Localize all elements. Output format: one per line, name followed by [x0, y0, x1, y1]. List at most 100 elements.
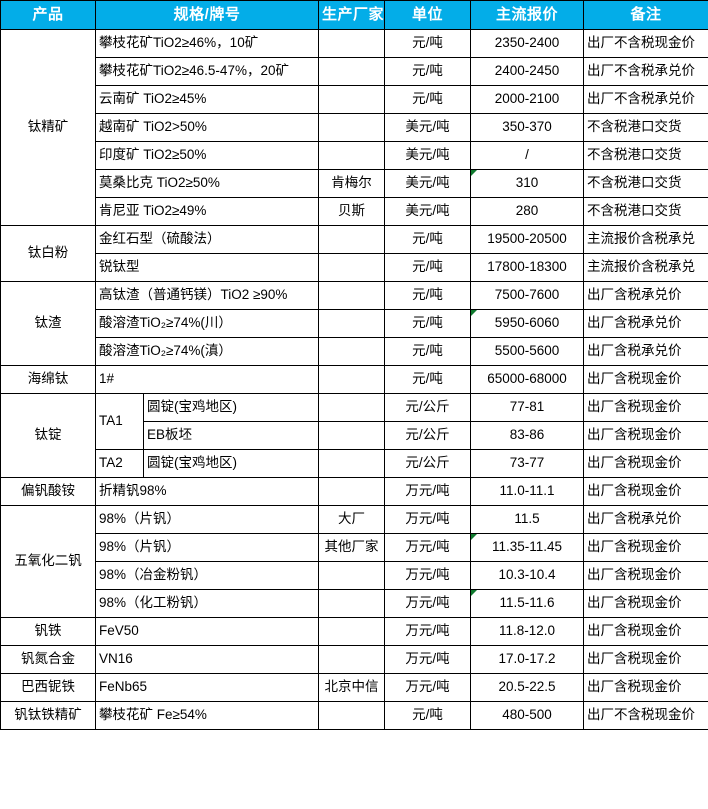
- header-spec-cell: 规格/牌号: [94, 0, 320, 30]
- cell-price: 310: [470, 169, 585, 198]
- table-row: 巴西铌铁 FeNb65 北京中信 万元/吨 20.5-22.5 出厂含税现金价: [0, 673, 708, 702]
- cell-unit: 元/吨: [384, 309, 472, 338]
- cell-unit: 元/吨: [384, 253, 472, 282]
- cell-spec: 金红石型（硫酸法）: [94, 225, 320, 254]
- cell-spec: 锐钛型: [94, 253, 320, 282]
- cell-manufacturer: [318, 253, 386, 282]
- cell-price: 20.5-22.5: [470, 673, 585, 702]
- cell-manufacturer: 北京中信: [318, 673, 386, 702]
- cell-grade: TA2: [95, 449, 144, 478]
- cell-manufacturer: [318, 561, 386, 590]
- cell-price: 11.0-11.1: [470, 477, 585, 506]
- cell-remark: 主流报价含税承兑: [583, 225, 708, 254]
- cell-spec: FeNb65: [94, 673, 320, 702]
- cell-manufacturer: [318, 645, 386, 674]
- cell-unit: 元/吨: [384, 701, 472, 730]
- cell-product: 钛白粉: [0, 225, 96, 282]
- cell-manufacturer: 其他厂家: [318, 533, 386, 562]
- header-unit-cell: 单位: [384, 0, 472, 30]
- cell-grade: TA1: [95, 393, 144, 450]
- cell-product: 钒钛铁精矿: [0, 701, 96, 730]
- table-row: 攀枝花矿TiO2≥46.5-47%，20矿 元/吨 2400-2450 出厂不含税承兑…: [1, 57, 708, 86]
- cell-spec: 肯尼亚 TiO2≥49%: [94, 197, 320, 226]
- cell-manufacturer: 大厂: [318, 505, 386, 534]
- cell-spec: 越南矿 TiO2>50%: [94, 113, 320, 142]
- cell-price: 83-86: [470, 421, 585, 450]
- cell-price: 280: [470, 197, 585, 226]
- cell-remark: 不含税港口交货: [583, 169, 708, 198]
- cell-remark: 出厂含税现金价: [583, 561, 708, 590]
- header-manufacturer-cell: 生产厂家: [318, 0, 386, 30]
- cell-remark: 出厂含税现金价: [583, 477, 708, 506]
- cell-unit: 元/吨: [384, 337, 472, 366]
- cell-product: 钒铁: [0, 617, 96, 646]
- cell-spec: 云南矿 TiO2≥45%: [94, 85, 320, 114]
- cell-spec: 98%（冶金粉钒）: [94, 561, 320, 590]
- cell-unit: 万元/吨: [384, 645, 472, 674]
- cell-remark: 出厂含税现金价: [583, 421, 708, 450]
- cell-manufacturer: [318, 617, 386, 646]
- cell-product: 钒氮合金: [0, 645, 96, 674]
- cell-product: 钛渣: [0, 281, 96, 366]
- header-remark-cell: 备注: [583, 0, 708, 30]
- cell-manufacturer: [318, 477, 386, 506]
- cell-spec: 98%（化工粉钒）: [94, 589, 320, 618]
- cell-product: 偏钒酸铵: [0, 477, 96, 506]
- cell-unit: 万元/吨: [384, 505, 472, 534]
- cell-remark: 出厂含税承兑价: [583, 309, 708, 338]
- table-row: 酸溶渣TiO₂≥74%(川） 元/吨 5950-6060 出厂含税承兑价: [1, 309, 708, 338]
- table-row: 越南矿 TiO2>50% 美元/吨 350-370 不含税港口交货: [1, 113, 708, 142]
- table-body: 钛精矿 攀枝花矿TiO2≥46%，10矿 元/吨 2350-2400 出厂不含税现金价攀…: [0, 29, 708, 730]
- cell-manufacturer: [318, 589, 386, 618]
- cell-unit: 万元/吨: [384, 477, 472, 506]
- cell-spec: 98%（片钒）: [94, 505, 320, 534]
- cell-product: 钛锭: [0, 393, 96, 478]
- table-row: 锐钛型 元/吨 17800-18300 主流报价含税承兑: [1, 253, 708, 282]
- cell-manufacturer: [318, 421, 386, 450]
- cell-price: 77-81: [470, 393, 585, 422]
- table-row: 98%（片钒） 其他厂家 万元/吨 11.35-11.45 出厂含税现金价: [1, 533, 708, 562]
- cell-remark: 出厂含税现金价: [583, 365, 708, 394]
- cell-remark: 出厂含税现金价: [583, 617, 708, 646]
- cell-remark: 出厂含税现金价: [583, 449, 708, 478]
- cell-unit: 元/公斤: [384, 421, 472, 450]
- cell-unit: 万元/吨: [384, 589, 472, 618]
- cell-unit: 元/吨: [384, 365, 472, 394]
- cell-spec: 圆锭(宝鸡地区): [142, 449, 320, 478]
- cell-manufacturer: [318, 281, 386, 310]
- cell-product: 巴西铌铁: [0, 673, 96, 702]
- cell-manufacturer: [318, 449, 386, 478]
- cell-spec: 高钛渣（普通钙镁）TiO2 ≥90%: [94, 281, 320, 310]
- cell-price: 19500-20500: [470, 225, 585, 254]
- cell-unit: 美元/吨: [384, 113, 472, 142]
- cell-remark: 出厂含税现金价: [583, 589, 708, 618]
- cell-manufacturer: [318, 701, 386, 730]
- table-row: 钛精矿 攀枝花矿TiO2≥46%，10矿 元/吨 2350-2400 出厂不含税现金价: [0, 29, 708, 226]
- table-row: 莫桑比克 TiO2≥50% 肯梅尔 美元/吨 310 不含税港口交货: [1, 169, 708, 198]
- cell-spec: 攀枝花矿 Fe≥54%: [94, 701, 320, 730]
- cell-unit: 美元/吨: [384, 169, 472, 198]
- cell-remark: 出厂不含税承兑价: [583, 85, 708, 114]
- cell-manufacturer: [318, 225, 386, 254]
- cell-remark: 出厂含税现金价: [583, 645, 708, 674]
- table-row: 肯尼亚 TiO2≥49% 贝斯 美元/吨 280 不含税港口交货: [1, 197, 708, 226]
- cell-manufacturer: [318, 85, 386, 114]
- cell-spec: 圆锭(宝鸡地区): [142, 393, 320, 422]
- cell-price: 5500-5600: [470, 337, 585, 366]
- cell-product: 海绵钛: [0, 365, 96, 394]
- cell-unit: 万元/吨: [384, 561, 472, 590]
- cell-manufacturer: [318, 393, 386, 422]
- cell-unit: 万元/吨: [384, 673, 472, 702]
- cell-spec: 酸溶渣TiO₂≥74%(滇）: [94, 337, 320, 366]
- table-row: 钒铁 FeV50 万元/吨 11.8-12.0 出厂含税现金价: [0, 617, 708, 646]
- header-row: 产品 规格/牌号 生产厂家 单位 主流报价 备注: [0, 0, 708, 30]
- cell-price: 11.35-11.45: [470, 533, 585, 562]
- cell-remark: 不含税港口交货: [583, 141, 708, 170]
- cell-product: 钛精矿: [0, 29, 96, 226]
- table-header: 产品 规格/牌号 生产厂家 单位 主流报价 备注: [0, 0, 708, 30]
- cell-price: /: [470, 141, 585, 170]
- cell-price: 10.3-10.4: [470, 561, 585, 590]
- cell-unit: 万元/吨: [384, 533, 472, 562]
- cell-remark: 不含税港口交货: [583, 113, 708, 142]
- cell-spec: FeV50: [94, 617, 320, 646]
